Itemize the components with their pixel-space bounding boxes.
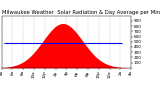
Text: Milwaukee Weather  Solar Radiation & Day Average per Minute W/m2 (Today): Milwaukee Weather Solar Radiation & Day … bbox=[2, 10, 160, 15]
